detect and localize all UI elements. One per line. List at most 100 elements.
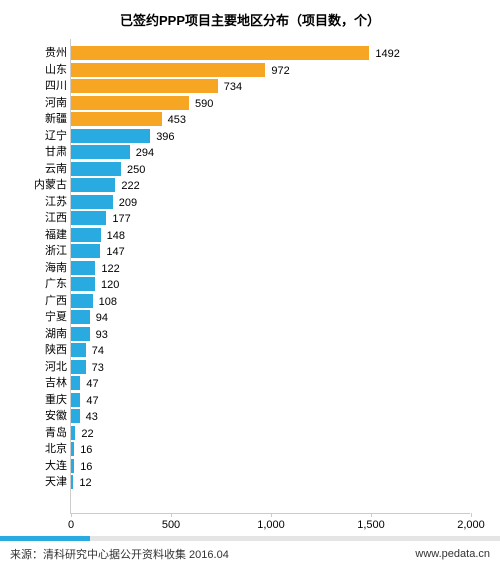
bar [71, 442, 74, 456]
bar-row: 安徽43 [71, 408, 470, 425]
bar [71, 96, 189, 110]
bar-row: 福建148 [71, 227, 470, 244]
category-label: 云南 [21, 161, 71, 178]
value-label: 250 [127, 162, 145, 179]
bar-row: 浙江147 [71, 243, 470, 260]
value-label: 209 [119, 195, 137, 212]
bar-row: 河南590 [71, 95, 470, 112]
category-label: 天津 [21, 474, 71, 491]
bar-row: 海南122 [71, 260, 470, 277]
bar [71, 261, 95, 275]
x-tick-label: 1,000 [257, 519, 285, 531]
value-label: 453 [168, 112, 186, 129]
bar-row: 辽宁396 [71, 128, 470, 145]
bar [71, 459, 74, 473]
bar-row: 甘肃294 [71, 144, 470, 161]
category-label: 辽宁 [21, 128, 71, 145]
bar-row: 云南250 [71, 161, 470, 178]
category-label: 河南 [21, 95, 71, 112]
category-label: 吉林 [21, 375, 71, 392]
bar [71, 343, 86, 357]
bar-row: 江西177 [71, 210, 470, 227]
bar [71, 393, 80, 407]
bar-row: 重庆47 [71, 392, 470, 409]
site-link[interactable]: www.pedata.cn [415, 548, 490, 560]
bar [71, 46, 369, 60]
value-label: 1492 [375, 46, 399, 63]
category-label: 江苏 [21, 194, 71, 211]
category-label: 大连 [21, 458, 71, 475]
category-label: 四川 [21, 78, 71, 95]
bar [71, 294, 93, 308]
value-label: 734 [224, 79, 242, 96]
bar-row: 广西108 [71, 293, 470, 310]
value-label: 94 [96, 310, 108, 327]
progress-track [0, 536, 500, 541]
value-label: 972 [271, 63, 289, 80]
value-label: 122 [101, 261, 119, 278]
x-tick-label: 1,500 [357, 519, 385, 531]
bar-row: 内蒙古222 [71, 177, 470, 194]
category-label: 青岛 [21, 425, 71, 442]
bar [71, 228, 101, 242]
category-label: 海南 [21, 260, 71, 277]
category-label: 贵州 [21, 45, 71, 62]
bar [71, 409, 80, 423]
bar [71, 63, 265, 77]
value-label: 147 [106, 244, 124, 261]
bar-row: 陕西74 [71, 342, 470, 359]
category-label: 河北 [21, 359, 71, 376]
bar-row: 贵州1492 [71, 45, 470, 62]
value-label: 16 [80, 459, 92, 476]
value-label: 47 [86, 393, 98, 410]
bar-row: 宁夏94 [71, 309, 470, 326]
category-label: 新疆 [21, 111, 71, 128]
category-label: 北京 [21, 441, 71, 458]
value-label: 222 [121, 178, 139, 195]
bar-row: 新疆453 [71, 111, 470, 128]
category-label: 广西 [21, 293, 71, 310]
bar-row: 吉林47 [71, 375, 470, 392]
category-label: 湖南 [21, 326, 71, 343]
value-label: 294 [136, 145, 154, 162]
bar [71, 112, 162, 126]
value-label: 43 [86, 409, 98, 426]
value-label: 590 [195, 96, 213, 113]
value-label: 74 [92, 343, 104, 360]
category-label: 内蒙古 [21, 177, 71, 194]
x-tick-label: 500 [162, 519, 180, 531]
chart-title: 已签约PPP项目主要地区分布（项目数，个） [20, 10, 480, 29]
bar [71, 195, 113, 209]
bar [71, 145, 130, 159]
category-label: 陕西 [21, 342, 71, 359]
chart-plot: 贵州1492山东972四川734河南590新疆453辽宁396甘肃294云南25… [70, 39, 470, 514]
bar [71, 244, 100, 258]
bar [71, 277, 95, 291]
value-label: 396 [156, 129, 174, 146]
bar [71, 129, 150, 143]
category-label: 江西 [21, 210, 71, 227]
bar-row: 天津12 [71, 474, 470, 491]
bar-row: 北京16 [71, 441, 470, 458]
bar [71, 310, 90, 324]
bar-row: 大连16 [71, 458, 470, 475]
value-label: 120 [101, 277, 119, 294]
progress-fill [0, 536, 90, 541]
value-label: 148 [107, 228, 125, 245]
chart-container: 已签约PPP项目主要地区分布（项目数，个） 贵州1492山东972四川734河南… [0, 0, 500, 530]
x-tick-label: 2,000 [457, 519, 485, 531]
bar-row: 江苏209 [71, 194, 470, 211]
bar [71, 162, 121, 176]
x-tick-label: 0 [68, 519, 74, 531]
value-label: 177 [112, 211, 130, 228]
value-label: 47 [86, 376, 98, 393]
value-label: 22 [81, 426, 93, 443]
source-text: 来源：清科研究中心据公开资料收集 2016.04 [10, 546, 229, 562]
bar [71, 327, 90, 341]
value-label: 73 [92, 360, 104, 377]
category-label: 甘肃 [21, 144, 71, 161]
category-label: 山东 [21, 62, 71, 79]
category-label: 重庆 [21, 392, 71, 409]
value-label: 16 [80, 442, 92, 459]
bar [71, 211, 106, 225]
